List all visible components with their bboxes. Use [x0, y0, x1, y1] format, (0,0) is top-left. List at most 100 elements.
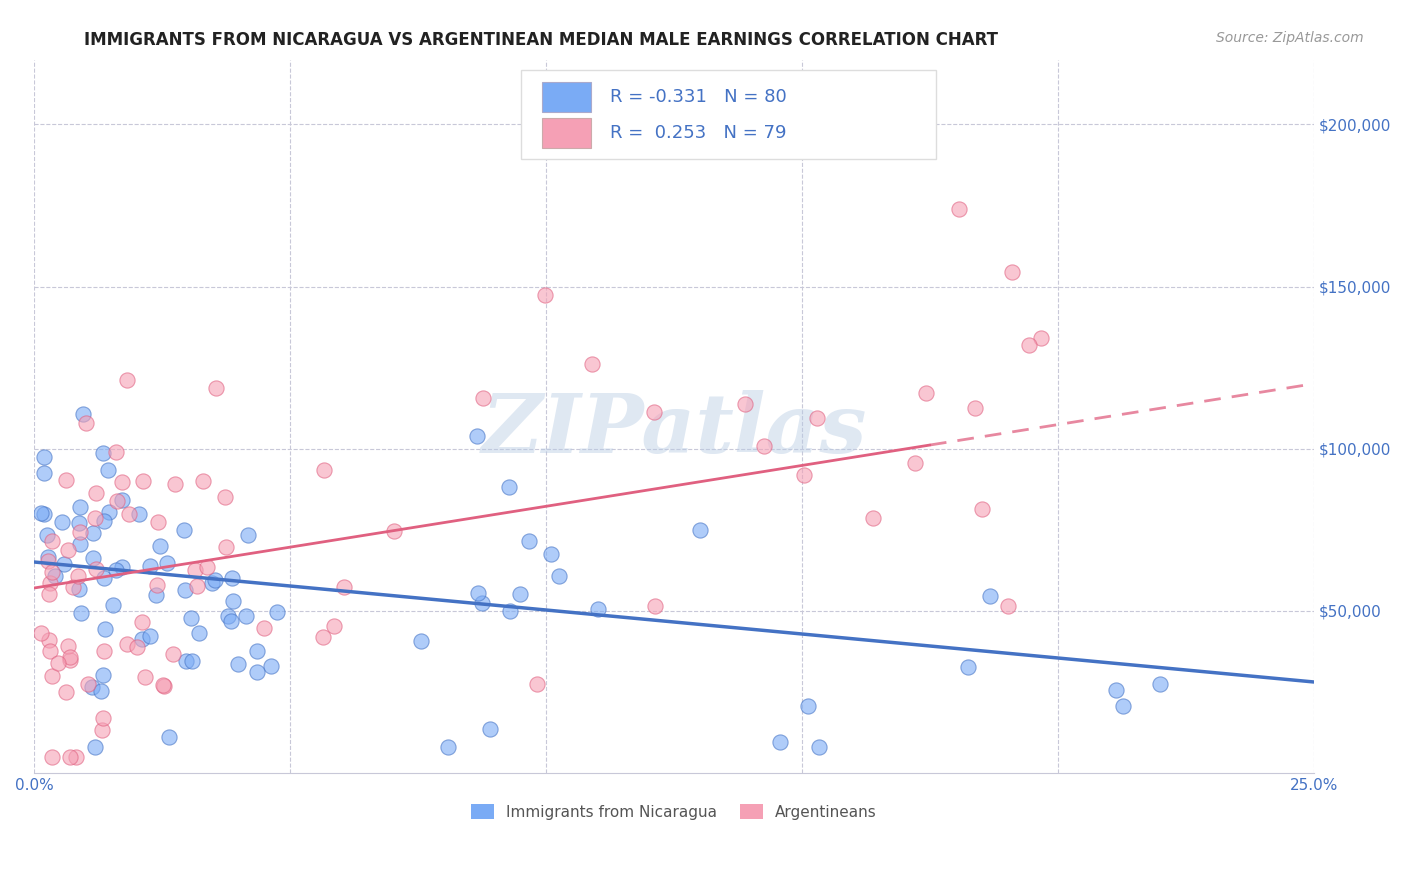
Point	[534, 288, 557, 302]
Point	[132, 475, 155, 489]
Point	[91, 711, 114, 725]
Point	[115, 373, 138, 387]
Point	[221, 594, 243, 608]
Point	[997, 599, 1019, 614]
Point	[214, 490, 236, 504]
Point	[471, 391, 494, 405]
Point	[59, 653, 82, 667]
Point	[30, 625, 52, 640]
Point	[235, 609, 257, 624]
Point	[153, 679, 176, 693]
Point	[139, 629, 162, 643]
Point	[332, 580, 354, 594]
Point	[70, 607, 93, 621]
Point	[32, 450, 55, 464]
FancyBboxPatch shape	[520, 70, 936, 160]
Text: R =  0.253   N = 79: R = 0.253 N = 79	[610, 124, 786, 142]
Point	[111, 560, 134, 574]
Point	[162, 647, 184, 661]
Point	[180, 611, 202, 625]
Point	[67, 568, 90, 582]
Point	[104, 563, 127, 577]
Point	[31, 506, 53, 520]
Point	[145, 588, 167, 602]
Point	[948, 202, 970, 216]
Point	[312, 463, 335, 477]
Point	[55, 684, 77, 698]
Point	[1018, 338, 1040, 352]
Point	[41, 749, 63, 764]
Point	[46, 656, 69, 670]
Point	[689, 523, 711, 537]
Point	[84, 562, 107, 576]
Point	[134, 670, 156, 684]
Point	[139, 559, 162, 574]
Point	[498, 480, 520, 494]
Point	[105, 494, 128, 508]
Point	[221, 571, 243, 585]
Point	[471, 596, 494, 610]
Point	[236, 527, 259, 541]
Point	[67, 516, 90, 530]
Point	[195, 559, 218, 574]
Point	[77, 677, 100, 691]
FancyBboxPatch shape	[543, 118, 591, 148]
Point	[90, 684, 112, 698]
Point	[118, 507, 141, 521]
Point	[793, 468, 815, 483]
Point	[467, 429, 489, 443]
Point	[59, 649, 82, 664]
Point	[226, 657, 249, 671]
Point	[37, 550, 59, 565]
Point	[97, 463, 120, 477]
Point	[312, 630, 335, 644]
Point	[93, 622, 115, 636]
Point	[62, 580, 84, 594]
Point	[149, 539, 172, 553]
Point	[540, 547, 562, 561]
Point	[205, 381, 228, 395]
Point	[914, 386, 936, 401]
Point	[904, 456, 927, 470]
Point	[499, 604, 522, 618]
Point	[173, 524, 195, 538]
FancyBboxPatch shape	[543, 82, 591, 112]
Point	[644, 599, 666, 614]
Point	[82, 525, 104, 540]
Point	[53, 557, 76, 571]
Point	[266, 605, 288, 619]
Point	[35, 528, 58, 542]
Point	[219, 614, 242, 628]
Point	[156, 556, 179, 570]
Point	[32, 508, 55, 522]
Point	[180, 654, 202, 668]
Point	[187, 626, 209, 640]
Point	[111, 475, 134, 489]
Point	[1112, 699, 1135, 714]
Point	[93, 571, 115, 585]
Point	[125, 640, 148, 654]
Point	[479, 722, 502, 736]
Point	[517, 533, 540, 548]
Point	[509, 587, 531, 601]
Point	[128, 508, 150, 522]
Point	[467, 585, 489, 599]
Point	[67, 582, 90, 596]
Point	[217, 609, 239, 624]
Point	[93, 644, 115, 658]
Point	[1001, 265, 1024, 279]
Point	[215, 540, 238, 554]
Point	[146, 578, 169, 592]
Point	[32, 466, 55, 480]
Point	[963, 401, 986, 416]
Point	[382, 524, 405, 538]
Point	[174, 655, 197, 669]
Point	[752, 438, 775, 452]
Point	[253, 621, 276, 635]
Point	[548, 568, 571, 582]
Point	[152, 678, 174, 692]
Point	[581, 357, 603, 371]
Point	[157, 730, 180, 744]
Point	[38, 644, 60, 658]
Point	[186, 578, 208, 592]
